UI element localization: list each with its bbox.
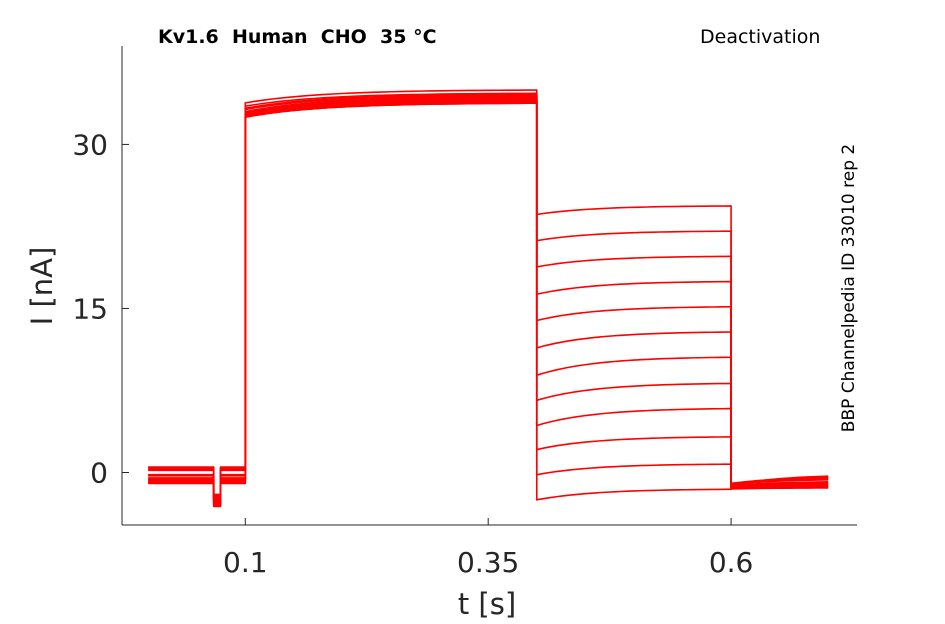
current-trace-11	[148, 102, 829, 507]
current-trace-4	[148, 94, 829, 499]
x-tick-label: 0.35	[457, 546, 519, 579]
current-trace-10	[148, 101, 829, 506]
current-trace-1	[148, 89, 829, 501]
ticks-group: 0.1 0.35 0.6 0 15 30	[72, 128, 753, 579]
chart-subtitle: Deactivation	[700, 26, 821, 48]
x-tick-label: 0.1	[223, 546, 268, 579]
current-trace-7	[148, 98, 829, 502]
current-trace-12	[148, 102, 829, 508]
current-trace-6	[148, 96, 829, 501]
current-trace-5	[148, 95, 829, 500]
y-tick-label: 30	[72, 128, 108, 161]
y-tick-label: 0	[90, 457, 108, 490]
current-trace-9	[148, 100, 829, 504]
x-tick-label: 0.6	[709, 546, 754, 579]
chart-title: Kv1.6 Human CHO 35 °C	[158, 26, 437, 48]
y-tick-label: 15	[72, 292, 108, 325]
source-annotation: BBP Channelpedia ID 33010 rep 2	[839, 143, 859, 433]
current-trace-8	[148, 99, 829, 503]
y-axis-label: I [nA]	[25, 247, 59, 326]
current-trace-3	[148, 93, 829, 498]
x-axis-label: t [s]	[458, 587, 516, 621]
current-trace-2	[148, 92, 829, 497]
traces-group	[148, 89, 829, 508]
